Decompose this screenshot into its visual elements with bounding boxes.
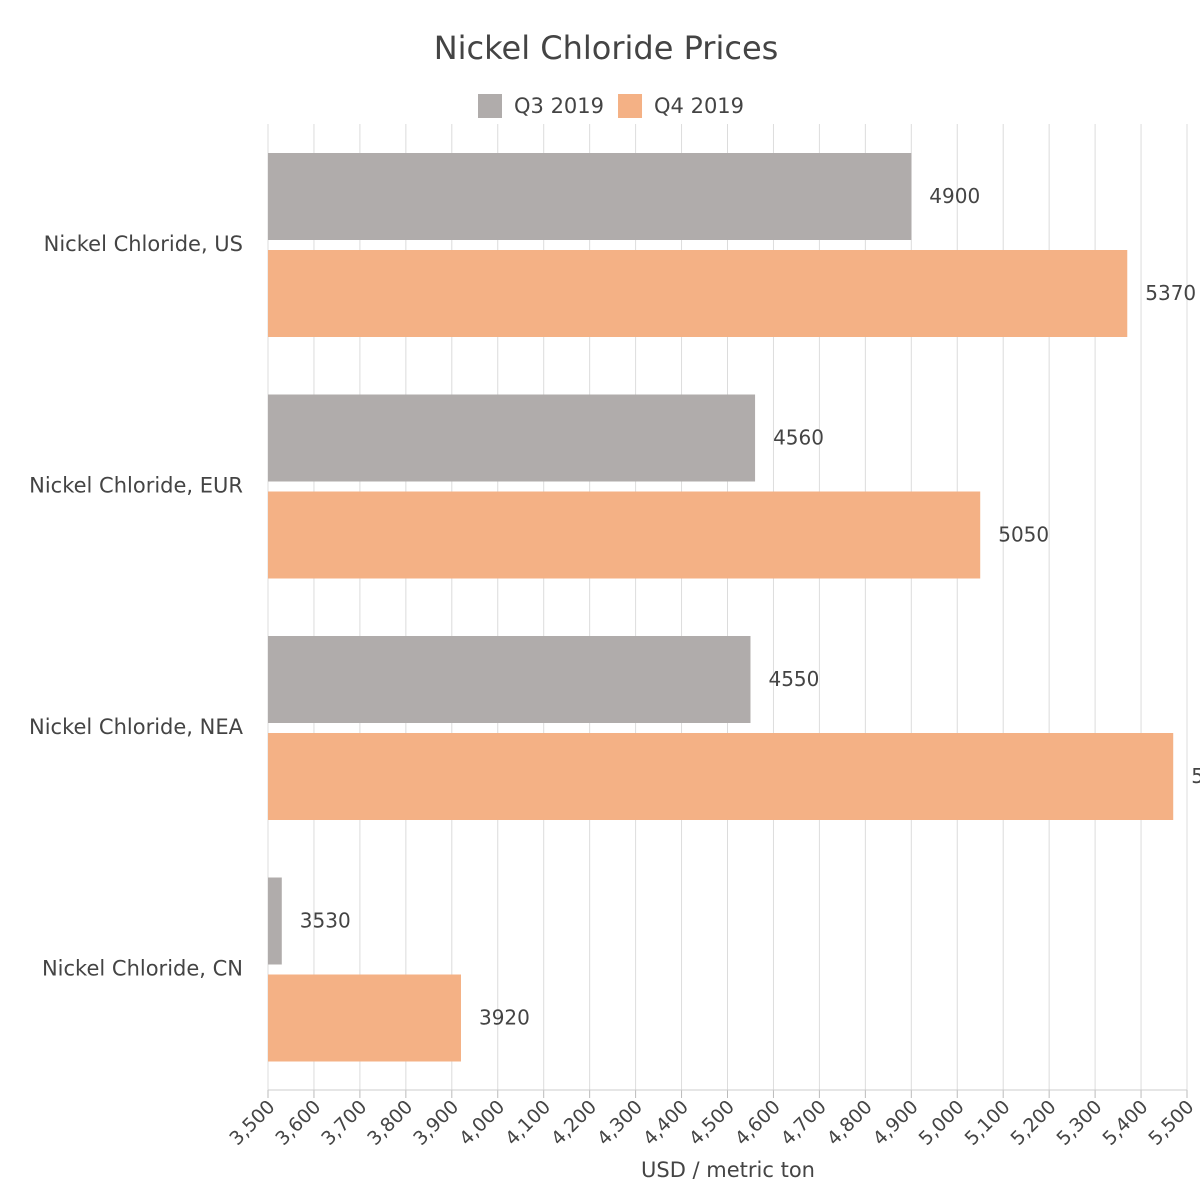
value-label: 3920 [479,1006,530,1030]
y-tick-label: Nickel Chloride, EUR [29,473,243,497]
x-tick-label: 4,700 [777,1096,831,1150]
bar [268,394,756,482]
x-tick-label: 4,400 [639,1096,693,1150]
value-label: 5470 [1191,764,1200,788]
x-tick-label: 4,200 [547,1096,601,1150]
legend-label: Q3 2019 [514,94,604,118]
x-tick-label: 3,500 [225,1096,279,1150]
x-tick-label: 4,800 [823,1096,877,1150]
x-tick-label: 5,300 [1052,1096,1106,1150]
x-tick-label: 4,600 [731,1096,785,1150]
bar [268,636,751,723]
value-label: 3530 [300,909,351,933]
chart-title: Nickel Chloride Prices [434,29,779,67]
x-axis-label: USD / metric ton [641,1158,815,1182]
bar [268,877,282,965]
y-tick-label: Nickel Chloride, NEA [29,715,244,739]
x-tick-label: 3,900 [409,1096,463,1150]
legend-label: Q4 2019 [654,94,744,118]
bar [268,491,981,579]
value-label: 5370 [1145,281,1196,305]
x-tick-label: 4,900 [869,1096,923,1150]
y-tick-label: Nickel Chloride, US [44,232,243,256]
legend-swatch [478,94,502,118]
bar [268,250,1128,337]
bar [268,733,1174,820]
value-label: 5050 [998,523,1049,547]
x-tick-label: 4,100 [501,1096,555,1150]
bar [268,974,461,1062]
x-tick-label: 3,600 [271,1096,325,1150]
value-label: 4560 [773,426,824,450]
x-tick-label: 5,000 [915,1096,969,1150]
x-tick-label: 3,800 [363,1096,417,1150]
x-tick-label: 4,500 [685,1096,739,1150]
legend-swatch [618,94,643,118]
value-label: 4550 [768,667,819,691]
x-tick-label: 5,200 [1007,1096,1061,1150]
x-tick-label: 3,700 [317,1096,371,1150]
x-tick-label: 5,400 [1098,1096,1152,1150]
x-tick-label: 4,300 [593,1096,647,1150]
y-tick-label: Nickel Chloride, CN [42,956,243,980]
x-tick-label: 5,100 [961,1096,1015,1150]
x-tick-label: 4,000 [455,1096,509,1150]
value-label: 4900 [929,184,980,208]
x-tick-label: 5,500 [1144,1096,1198,1150]
bar [268,153,912,240]
